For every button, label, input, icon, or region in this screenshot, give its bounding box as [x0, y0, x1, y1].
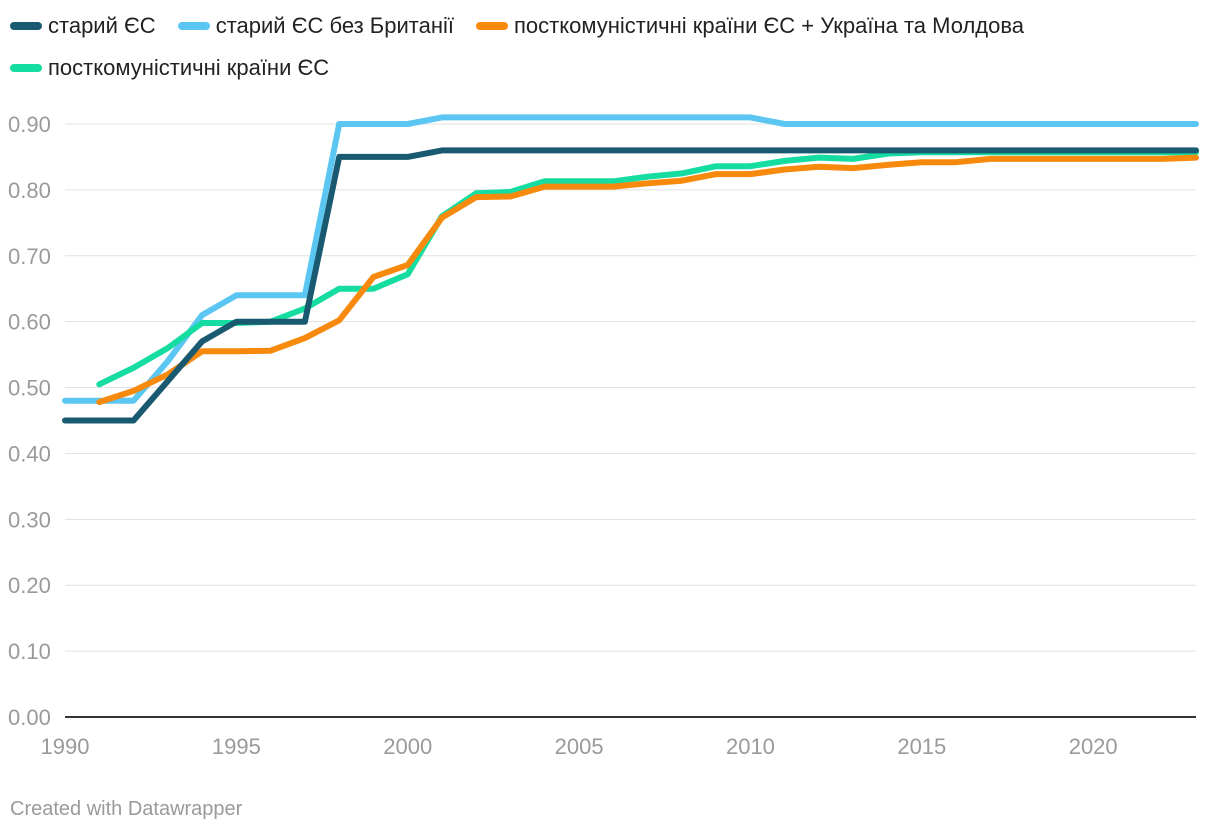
legend-item: посткомуністичні країни ЄС + Україна та … [476, 10, 1024, 42]
y-tick-label: 0.30 [8, 507, 51, 532]
gridlines [65, 123, 1196, 652]
legend-item: посткомуністичні країни ЄС [10, 52, 329, 84]
x-tick-label: 2000 [383, 734, 432, 759]
y-axis-tick-labels: 0.00 0.10 0.20 0.30 0.40 0.50 0.60 0.70 0.80 0.90 [8, 112, 51, 730]
chart-legend: старий ЄС старий ЄС без Британії посткомун… [10, 10, 1190, 84]
legend-label: старий ЄС без Британії [215, 13, 454, 38]
y-tick-label: 0.70 [8, 244, 51, 269]
y-tick-label: 0.90 [8, 112, 51, 137]
y-tick-label: 0.40 [8, 441, 51, 466]
series-lines [62, 114, 1199, 424]
legend-swatch [10, 22, 42, 30]
y-tick-label: 0.50 [8, 376, 51, 401]
x-tick-label: 2020 [1069, 734, 1118, 759]
x-tick-label: 1990 [41, 734, 90, 759]
y-tick-label: 0.10 [8, 639, 51, 664]
x-tick-label: 2005 [555, 734, 604, 759]
legend-swatch [476, 22, 508, 30]
y-tick-label: 0.80 [8, 178, 51, 203]
series-line-1 [62, 114, 1199, 404]
legend-label: посткомуністичні країни ЄС + Україна та … [514, 13, 1025, 38]
legend-item: старий ЄС [10, 10, 156, 42]
credit-text: Created with Datawrapper [10, 798, 243, 820]
legend-swatch [10, 64, 42, 72]
series-line-3 [96, 154, 1199, 406]
legend-item: старий ЄС без Британії [177, 10, 454, 42]
legend-label: посткомуністичні країни ЄС [48, 55, 330, 80]
x-tick-label: 2010 [726, 734, 775, 759]
x-tick-label: 1995 [212, 734, 261, 759]
legend-label: старий ЄС [48, 13, 156, 38]
series-line-0 [62, 147, 1199, 424]
legend-swatch [177, 22, 210, 30]
y-tick-label: 0.60 [8, 310, 51, 335]
y-tick-label: 0.00 [8, 705, 51, 730]
x-axis-tick-labels: 1990 1995 2000 2005 2010 2015 2020 [41, 734, 1118, 759]
y-tick-label: 0.20 [8, 573, 51, 598]
x-tick-label: 2015 [897, 734, 946, 759]
